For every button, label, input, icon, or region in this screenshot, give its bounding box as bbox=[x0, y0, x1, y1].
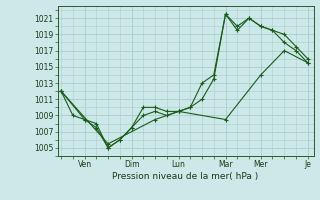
X-axis label: Pression niveau de la mer( hPa ): Pression niveau de la mer( hPa ) bbox=[112, 172, 259, 181]
